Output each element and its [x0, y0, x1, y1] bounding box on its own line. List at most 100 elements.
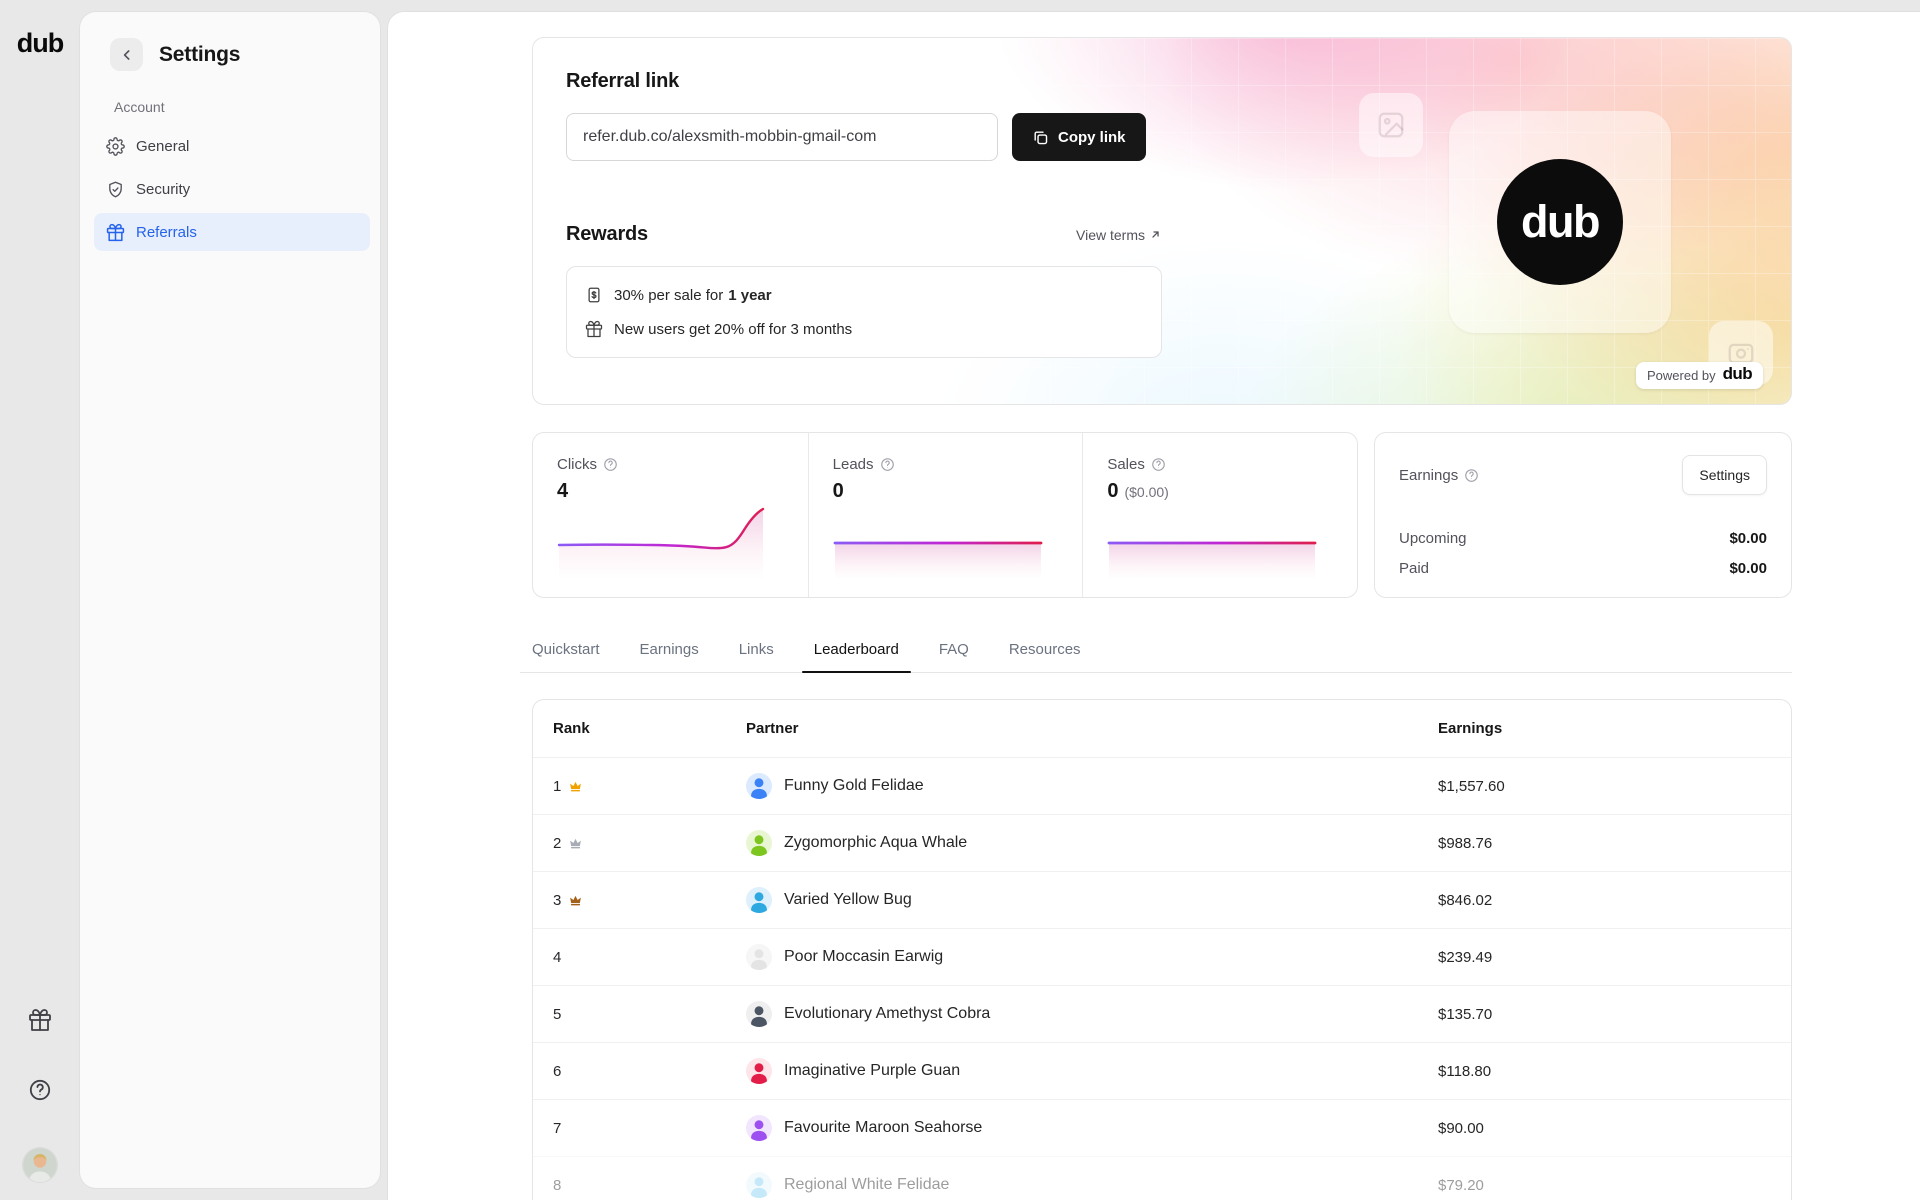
- rank-number: 8: [553, 1176, 562, 1194]
- sidebar-header: Settings: [80, 12, 380, 71]
- sidebar-item-referrals[interactable]: Referrals: [94, 213, 370, 251]
- tab[interactable]: Earnings: [628, 626, 711, 672]
- partner-name: Regional White Felidae: [784, 1176, 950, 1193]
- rewards-box: 30% per sale for 1 year New users get 20…: [566, 266, 1162, 358]
- col-partner: Partner: [746, 720, 799, 737]
- powered-by-badge[interactable]: Powered by dub: [1635, 362, 1763, 389]
- reward-text: 30% per sale for: [614, 286, 724, 304]
- arrow-up-right-icon: [1149, 228, 1162, 241]
- user-avatar[interactable]: [23, 1148, 57, 1182]
- partner-earnings: $118.80: [1438, 1062, 1492, 1080]
- partner-earnings: $90.00: [1438, 1119, 1484, 1137]
- partner-name: Imaginative Purple Guan: [784, 1062, 961, 1079]
- tab-label: FAQ: [938, 640, 969, 658]
- tab[interactable]: FAQ: [927, 626, 981, 672]
- leaderboard-table: Rank Partner Earnings 1: [532, 699, 1792, 1200]
- leads-sparkline: [833, 539, 1059, 579]
- chevron-left-icon: [119, 47, 135, 63]
- app-rail: dub: [0, 0, 80, 1200]
- stat-sales: Sales 0 ($0.00): [1082, 433, 1357, 597]
- referral-link-input[interactable]: [566, 113, 998, 161]
- stat-clicks: Clicks 4: [533, 433, 808, 597]
- dub-wordmark: dub: [1722, 364, 1753, 383]
- tab-label: Resources: [1008, 640, 1081, 658]
- back-button[interactable]: [110, 38, 143, 71]
- partner-avatar: [746, 773, 772, 799]
- table-row[interactable]: 8 Regional White Felidae $79.20: [533, 1156, 1791, 1200]
- view-terms-link[interactable]: View terms: [1076, 227, 1162, 243]
- copy-link-button[interactable]: Copy link: [1012, 113, 1146, 161]
- table-row[interactable]: 1 Funny Gold Felidae $1,557.60: [533, 757, 1791, 814]
- table-row[interactable]: 3 Varied Yellow Bug $846.02: [533, 871, 1791, 928]
- upcoming-value: $0.00: [1729, 530, 1767, 547]
- partner-name: Varied Yellow Bug: [784, 891, 912, 908]
- col-rank: Rank: [553, 720, 590, 737]
- stats-card: Clicks 4 Leads: [532, 432, 1358, 598]
- help-circle-icon[interactable]: [603, 457, 618, 472]
- table-row[interactable]: 5 Evolutionary Amethyst Cobra $135.70: [533, 985, 1791, 1042]
- table-row[interactable]: 2 Zygomorphic Aqua Whale $988.76: [533, 814, 1791, 871]
- sidebar-item-security[interactable]: Security: [94, 170, 370, 208]
- sidebar-item-general[interactable]: General: [94, 127, 370, 165]
- help-icon[interactable]: [28, 1078, 52, 1102]
- upcoming-label: Upcoming: [1399, 530, 1467, 547]
- earnings-paid-row: Paid $0.00: [1399, 560, 1767, 577]
- sales-label: Sales: [1107, 456, 1145, 473]
- earnings-settings-button[interactable]: Settings: [1682, 455, 1767, 495]
- rank-number: 6: [553, 1062, 562, 1080]
- page-title: Settings: [159, 42, 241, 66]
- decorative-image-tile: [1359, 93, 1423, 157]
- clicks-value: 4: [557, 480, 569, 502]
- crown-icon: [568, 836, 583, 851]
- sidebar-section-label: Account: [114, 99, 165, 115]
- tab-label: Quickstart: [532, 640, 600, 658]
- partner-name: Evolutionary Amethyst Cobra: [784, 1005, 991, 1022]
- rank-number: 7: [553, 1119, 562, 1137]
- partner-earnings: $79.20: [1438, 1176, 1484, 1194]
- gift-icon: [106, 223, 125, 242]
- partner-name: Favourite Maroon Seahorse: [784, 1119, 983, 1136]
- sidebar-item-label: Referrals: [136, 223, 197, 241]
- help-circle-icon[interactable]: [1464, 468, 1479, 483]
- col-earnings: Earnings: [1438, 720, 1503, 737]
- rank-number: 5: [553, 1005, 562, 1023]
- partner-earnings: $988.76: [1438, 834, 1493, 852]
- crown-icon: [568, 893, 583, 908]
- tab[interactable]: Links: [727, 626, 786, 672]
- table-body: 1 Funny Gold Felidae $1,557.60: [533, 757, 1791, 1200]
- partner-earnings: $846.02: [1438, 891, 1493, 909]
- reward-row-discount: New users get 20% off for 3 months: [585, 320, 1143, 338]
- tab[interactable]: Quickstart: [520, 626, 612, 672]
- help-circle-icon[interactable]: [880, 457, 895, 472]
- referral-link-heading: Referral link: [566, 70, 680, 92]
- partner-name: Poor Moccasin Earwig: [784, 948, 944, 965]
- partner-avatar: [746, 887, 772, 913]
- gift-icon[interactable]: [28, 1008, 52, 1032]
- partner-avatar: [746, 830, 772, 856]
- tab[interactable]: Leaderboard: [801, 626, 911, 673]
- rank-number: 1: [553, 777, 562, 795]
- partner-avatar: [746, 944, 772, 970]
- reward-bold-text: 1 year: [728, 286, 772, 304]
- leads-label: Leads: [832, 456, 874, 473]
- table-row[interactable]: 6 Imaginative Purple Guan $118.80: [533, 1042, 1791, 1099]
- referrals-tabs: Quickstart Earnings Links Leaderboard FA…: [520, 626, 1792, 673]
- reward-row-sale: 30% per sale for 1 year: [585, 286, 1143, 304]
- paid-value: $0.00: [1729, 560, 1767, 577]
- sales-sparkline: [1107, 539, 1333, 579]
- tab-label: Leaderboard: [813, 640, 899, 658]
- table-header: Rank Partner Earnings: [533, 700, 1791, 757]
- clicks-label: Clicks: [557, 456, 597, 473]
- help-circle-icon[interactable]: [1151, 457, 1166, 472]
- partner-earnings: $135.70: [1438, 1005, 1493, 1023]
- partner-avatar: [746, 1001, 772, 1027]
- partner-avatar: [746, 1172, 772, 1198]
- copy-link-label: Copy link: [1058, 128, 1126, 146]
- partner-name: Zygomorphic Aqua Whale: [784, 834, 968, 851]
- table-row[interactable]: 7 Favourite Maroon Seahorse $90.00: [533, 1099, 1791, 1156]
- powered-by-label: Powered by: [1646, 367, 1716, 383]
- crown-icon: [568, 779, 583, 794]
- tab[interactable]: Resources: [997, 626, 1093, 672]
- table-row[interactable]: 4 Poor Moccasin Earwig $239.49: [533, 928, 1791, 985]
- partner-avatar: [746, 1058, 772, 1084]
